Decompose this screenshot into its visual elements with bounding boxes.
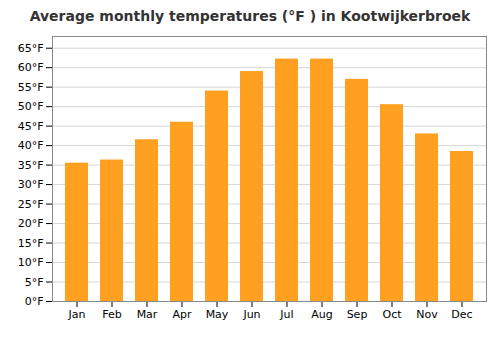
- svg-text:45°F: 45°F: [18, 120, 44, 133]
- svg-text:5°F: 5°F: [25, 276, 44, 289]
- svg-text:65°F: 65°F: [18, 42, 44, 55]
- svg-text:30°F: 30°F: [18, 178, 44, 191]
- svg-text:Oct: Oct: [382, 308, 402, 321]
- svg-text:Feb: Feb: [102, 308, 121, 321]
- svg-text:25°F: 25°F: [18, 198, 44, 211]
- svg-text:35°F: 35°F: [18, 159, 44, 172]
- svg-text:60°F: 60°F: [18, 61, 44, 74]
- svg-text:Dec: Dec: [451, 308, 472, 321]
- svg-text:Mar: Mar: [137, 308, 158, 321]
- html-text:Average monthly temperatures (: Average monthly temperatures (°F ) in Ko…: [29, 8, 471, 24]
- svg-text:20°F: 20°F: [18, 217, 44, 230]
- svg-text:Apr: Apr: [172, 308, 192, 321]
- svg-text:10°F: 10°F: [18, 256, 44, 269]
- svg-text:15°F: 15°F: [18, 237, 44, 250]
- svg-text:Nov: Nov: [416, 308, 438, 321]
- svg-text:55°F: 55°F: [18, 81, 44, 94]
- svg-text:50°F: 50°F: [18, 100, 44, 113]
- svg-text:0°F: 0°F: [25, 295, 44, 308]
- svg-text:Sep: Sep: [347, 308, 368, 321]
- svg-text:Jul: Jul: [279, 308, 293, 321]
- svg-text:Jun: Jun: [242, 308, 260, 321]
- svg-text:40°F: 40°F: [18, 139, 44, 152]
- svg-text:May: May: [206, 308, 229, 321]
- svg-text:Aug: Aug: [311, 308, 332, 321]
- svg-text:Jan: Jan: [68, 308, 86, 321]
